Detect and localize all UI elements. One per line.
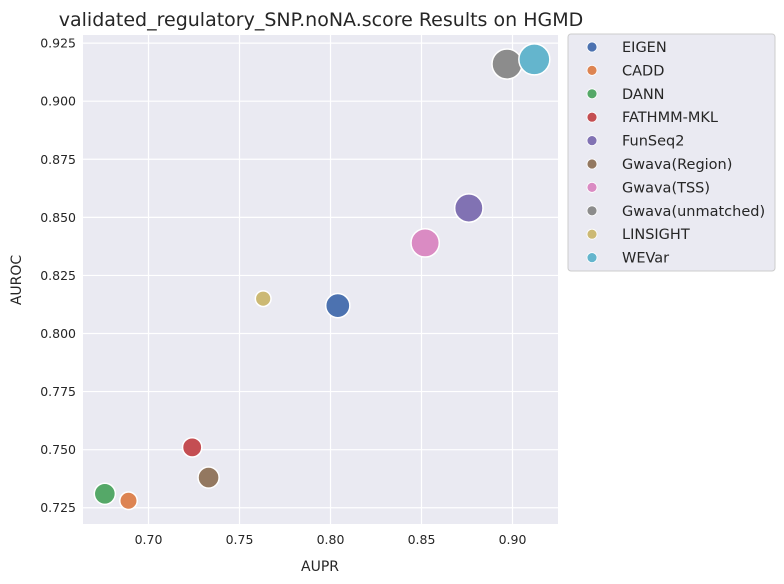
point-eigen [324,292,351,319]
y-tick-label: 0.825 [40,268,76,283]
point-linsight [254,290,272,308]
y-tick-labels: 0.725 0.750 0.775 0.800 0.825 0.850 0.875 0.900… [40,36,76,516]
legend-label: FATHMM-MKL [622,110,718,126]
legend-label: Gwava(TSS) [622,180,710,196]
legend-marker [586,135,598,147]
x-tick-labels: 0.70 0.75 0.80 0.85 0.90 [135,532,527,547]
legend-marker [586,181,598,193]
x-tick-label: 0.80 [317,532,345,547]
point-wevar [518,43,551,76]
legend-box [567,33,776,272]
y-tick-label: 0.925 [40,36,76,51]
legend-marker [586,88,598,100]
legend-marker [586,228,598,240]
point-gwava-tss [410,228,441,258]
legend-label: Gwava(Region) [622,157,732,173]
legend-label: EIGEN [622,40,667,56]
legend-label: FunSeq2 [622,134,684,150]
x-tick-label: 0.70 [135,532,163,547]
point-gwava-unmatched [491,48,523,80]
plot-background [83,35,558,524]
x-tick-label: 0.75 [226,532,254,547]
x-axis-label: AUPR [301,559,339,575]
legend-label: Gwava(unmatched) [622,204,765,220]
legend-label: WEVar [622,251,669,267]
y-tick-label: 0.775 [40,384,76,399]
legend-label: CADD [622,63,664,79]
y-tick-label: 0.750 [40,442,76,457]
point-funseq2 [453,193,484,223]
y-tick-label: 0.850 [40,210,76,225]
legend-marker [586,65,598,76]
y-tick-label: 0.875 [40,152,76,167]
point-fathmm-mkl [181,436,203,458]
legend-label: LINSIGHT [622,227,690,243]
y-tick-label: 0.725 [40,500,76,515]
legend-marker [586,111,598,123]
y-tick-label: 0.800 [40,326,76,341]
point-cadd [118,491,138,511]
legend-marker [586,252,598,264]
legend-label: DANN [622,87,665,103]
y-tick-label: 0.900 [40,94,76,109]
legend-marker [586,205,598,217]
legend: EIGEN CADD DANN FATHMM-MKL FunSeq2 Gwava(Regi… [567,33,776,272]
legend-marker [586,41,598,53]
point-dann [93,482,117,506]
x-tick-label: 0.85 [408,532,436,547]
y-axis-label: AUROC [9,255,25,306]
x-tick-label: 0.90 [499,532,527,547]
data-points [93,43,551,511]
point-gwava-region [197,466,220,489]
legend-marker [586,158,598,170]
grid-lines [83,35,558,524]
chart-title: validated_regulatory_SNP.noNA.score Resu… [59,9,583,31]
